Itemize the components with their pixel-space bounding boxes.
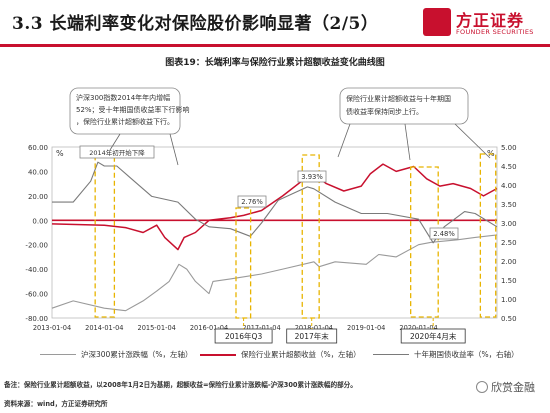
left-tick-label-6: -60.00 [25,291,48,299]
callout-hs300-line-2: ，保险行业累计超额收益下行。 [76,117,174,126]
watermark-text: 欣赏金融 [491,381,535,394]
chart-source: 资料来源：wind，方正证券研究所 [4,400,108,408]
callout-sync-line-0: 保险行业累计超额收益与十年期国 [346,94,451,103]
legend-label-bond: 十年期国债收益率（%，右轴） [414,350,519,359]
legend-swatch-insurance [200,353,236,356]
legend-swatch-bond [373,354,409,355]
highlight-2020-box [410,166,439,318]
x-tick-label-2: 2015-01-04 [138,324,176,332]
right-tick-label-8: 1.00 [501,296,517,304]
chart-legend: 沪深300累计涨跌幅（%，左轴） 保险行业累计超额收益（%，左轴） 十年期国债收… [0,349,550,363]
watermark: 欣赏金融 [476,379,535,395]
callout-sync-pointer-3 [454,123,491,159]
label-248-box [429,227,459,240]
highlight-2016q3-box [235,207,252,319]
left-tick-label-3: 0.00 [32,217,48,225]
right-tick-label-5: 2.50 [501,239,517,247]
left-tick-label-7: -80.00 [25,315,48,323]
highlight-2021-box [479,153,497,318]
legend-label-hs300: 沪深300累计涨跌幅（%，左轴） [81,350,193,359]
callout-hs300-pointer [109,133,121,151]
x-tick-label-4: 2017-01-04 [242,324,280,332]
right-tick-label-3: 3.50 [501,201,517,209]
tag-2016q3-label: 2016年Q3 [225,331,262,341]
series-line-0 [51,234,498,312]
legend-item-bond: 十年期国债收益率（%，右轴） [373,349,519,360]
left-tick-label-1: 40.00 [28,168,48,176]
left-tick-label-2: 20.00 [28,193,48,201]
highlight-2014-box [94,151,116,318]
right-tick-label-9: 0.50 [501,315,517,323]
chart-note: 备注：保险行业累计超额收益，以2008年1月2日为基期，超额收益=保险行业累计涨… [4,381,357,389]
label-248: 2.48% [433,230,455,238]
logo-text-cn: 方正证券 [456,11,525,30]
callout-sync-pointer-1 [337,123,351,158]
brand-logo: 方正证券 FOUNDER SECURITIES [423,6,545,42]
right-tick-label-4: 3.00 [501,220,517,228]
right-tick-label-6: 2.00 [501,258,517,266]
tag-2020apr-label: 2020年4月末 [410,331,457,341]
title-divider [0,44,550,47]
callout-sync-box [339,87,469,125]
chart-title: 图表19：长端利率与保险行业累计超额收益变化曲线图 [165,58,385,68]
callout-hs300-line-1: 52%；受十年期国债收益率下行影响 [76,105,190,114]
label-393: 3.93% [301,173,323,181]
slide-title: 3.3 长端利率变化对保险股价影响显著（2/5） [12,14,379,34]
label-276-box [237,195,267,208]
callout-sync-line-1: 债收益率保持同步上行。 [346,107,423,116]
callout-hs300-pointer-2 [169,133,179,166]
legend-item-insurance: 保险行业累计超额收益（%，左轴） [200,349,361,360]
wechat-icon [476,381,488,393]
highlight-2017-box [301,154,320,319]
x-tick-label-5: 2018-01-04 [295,324,333,332]
tag-2017end-label: 2017年末 [295,331,330,341]
callout-hs300-box [69,87,181,135]
x-tick-label-0: 2013-01-04 [33,324,71,332]
left-tick-label-0: 60.00 [28,144,48,152]
left-tick-label-4: -20.00 [25,242,48,250]
right-tick-label-2: 4.00 [501,182,517,190]
x-tick-label-6: 2019-01-04 [347,324,385,332]
label-276: 2.76% [241,198,263,206]
x-tick-label-3: 2016-01-04 [190,324,228,332]
callout-2014-text: 2014年初开始下降 [89,148,145,157]
legend-swatch-hs300 [40,354,76,355]
left-axis-unit: % [56,149,64,158]
right-tick-label-7: 1.50 [501,277,517,285]
left-tick-label-5: -40.00 [25,266,48,274]
right-tick-label-0: 5.00 [501,144,517,152]
x-tick-label-7: 2020-01-04 [399,324,437,332]
logo-mark-icon [423,8,451,36]
right-tick-label-1: 4.50 [501,163,517,171]
callout-sync-pointer-2 [404,123,411,161]
callout-2014-box [79,145,155,159]
logo-text-en: FOUNDER SECURITIES [456,28,534,36]
label-393-box [297,170,327,183]
legend-label-insurance: 保险行业累计超额收益（%，左轴） [241,350,361,359]
legend-item-hs300: 沪深300累计涨跌幅（%，左轴） [40,349,192,360]
x-tick-label-1: 2014-01-04 [85,324,123,332]
plot-area [51,146,498,319]
callout-hs300-line-0: 沪深300指数2014年年内增幅 [76,93,170,102]
